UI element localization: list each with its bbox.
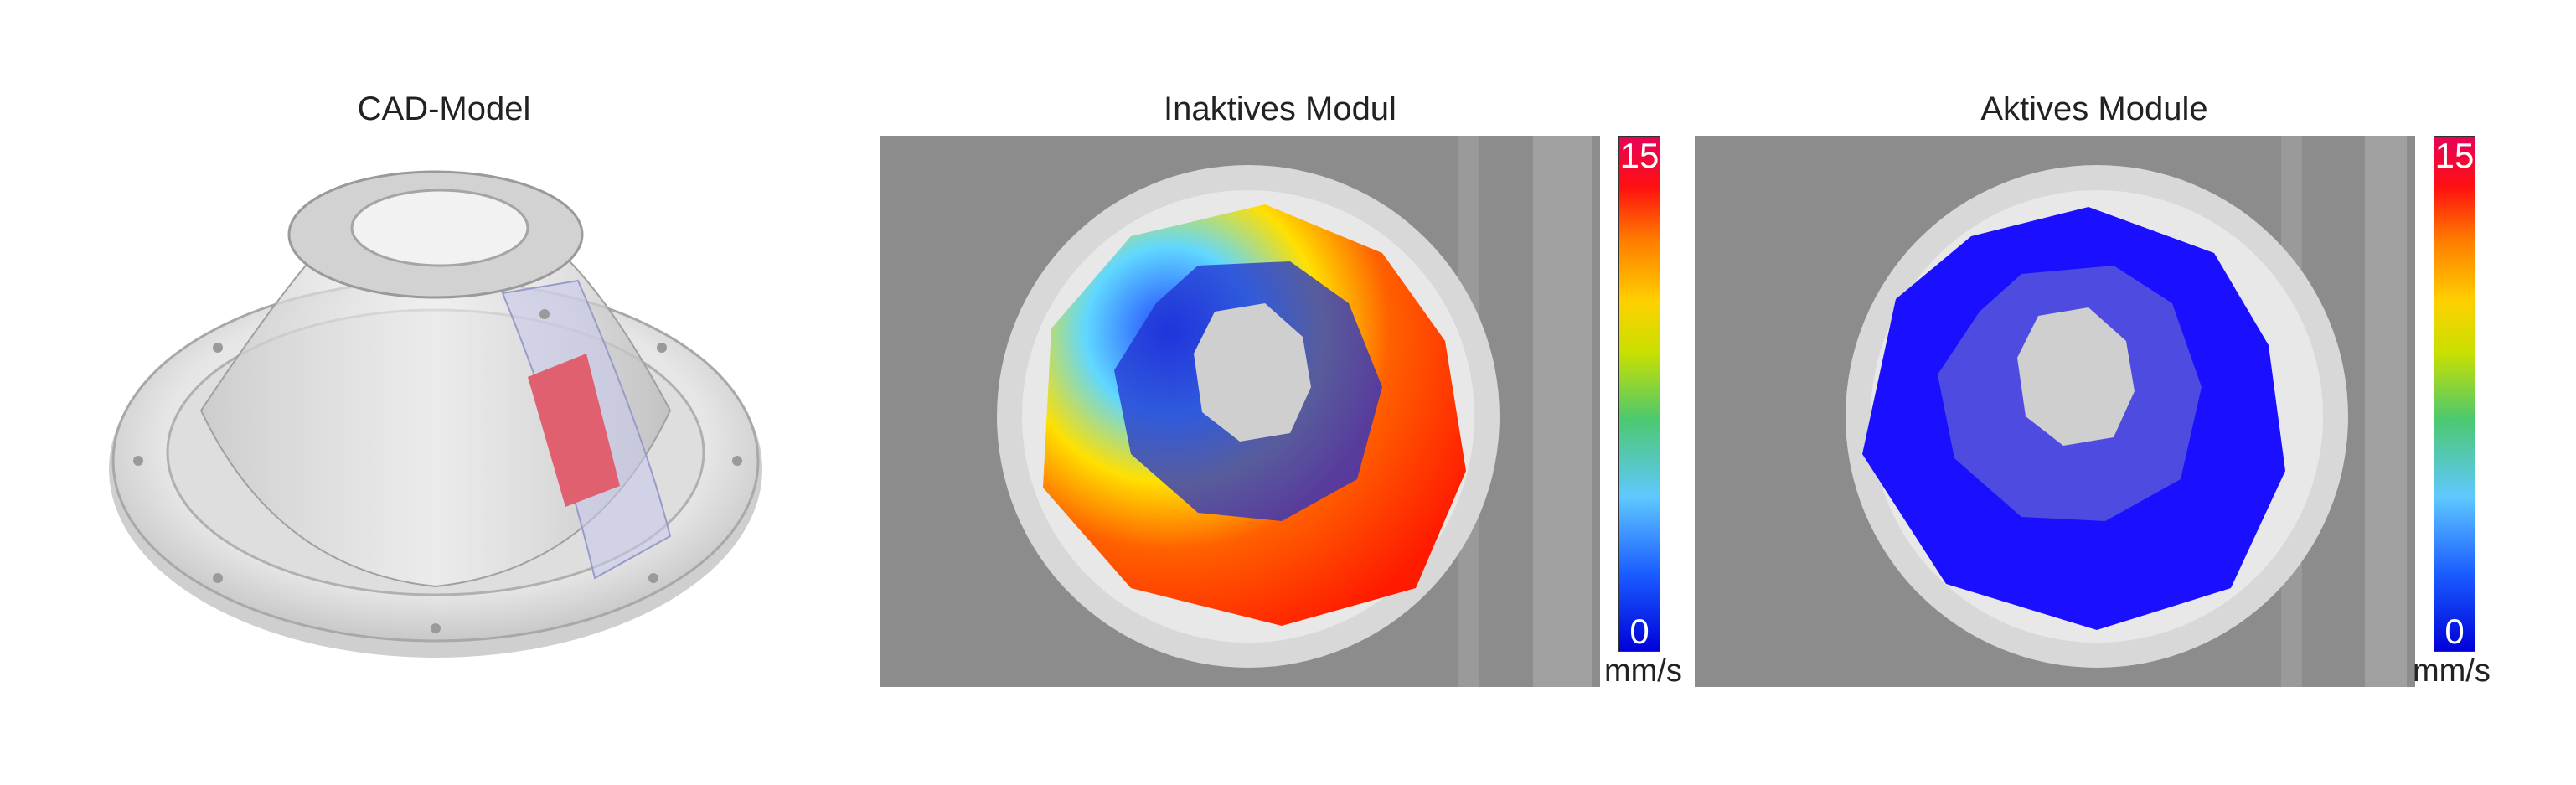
title-active-module: Aktives Module bbox=[1980, 90, 2208, 127]
colorbar-active-max: 15 bbox=[2434, 136, 2475, 175]
colorbar-inactive-unit: mm/s bbox=[1604, 653, 1682, 689]
title-inactive-module: Inaktives Modul bbox=[1164, 90, 1396, 127]
colorbar-inactive bbox=[1618, 136, 1660, 652]
colorbar-inactive-min: 0 bbox=[1629, 612, 1649, 651]
colorbar-active bbox=[2434, 136, 2475, 652]
colorbar-inactive-max: 15 bbox=[1619, 136, 1660, 175]
title-cad-model: CAD-Model bbox=[357, 90, 531, 127]
cad-model-render bbox=[92, 134, 787, 687]
colorbar-active-min: 0 bbox=[2444, 612, 2465, 651]
colorbar-active-unit: mm/s bbox=[2413, 653, 2491, 689]
active-module-view bbox=[1695, 136, 2415, 687]
inactive-module-view bbox=[880, 136, 1600, 687]
sensor-patch bbox=[528, 354, 620, 507]
